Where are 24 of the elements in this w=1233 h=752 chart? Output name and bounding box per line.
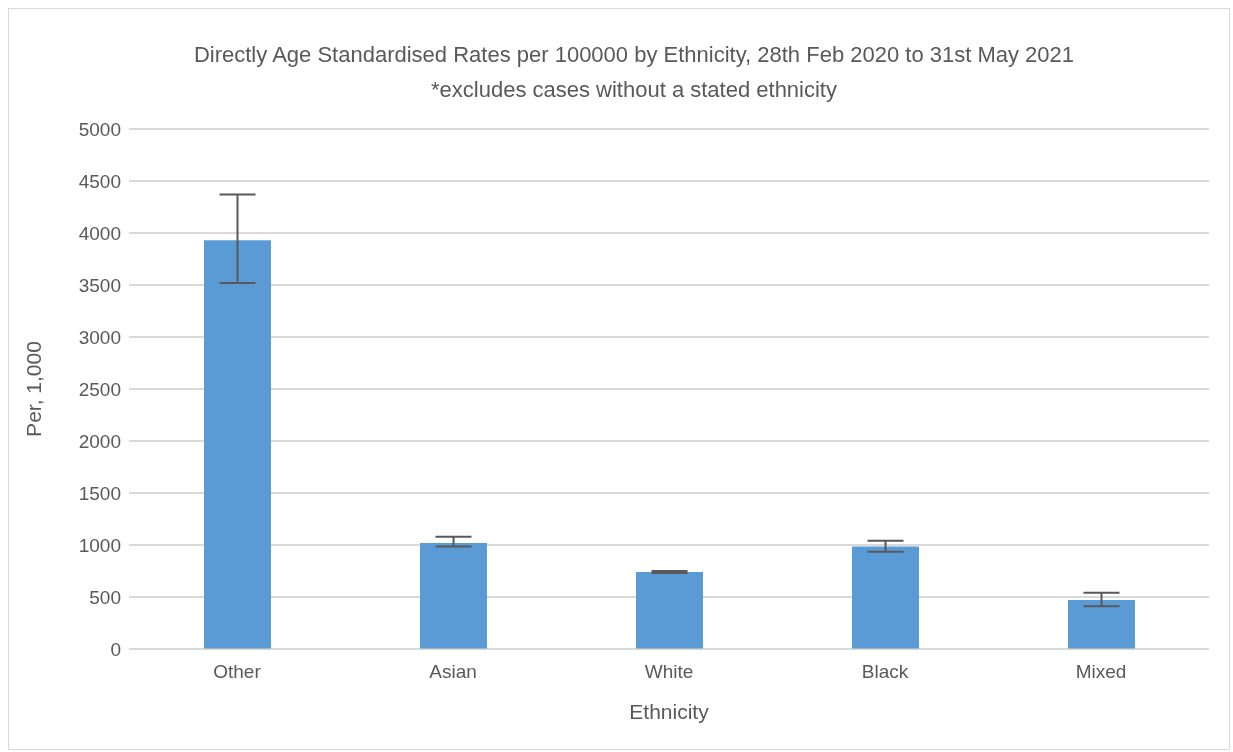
bar — [204, 240, 271, 649]
x-tick-label: Other — [213, 661, 262, 683]
x-tick-label: White — [644, 661, 694, 683]
y-tick-label: 3000 — [78, 326, 121, 348]
y-tick-label: 500 — [89, 586, 121, 608]
y-tick-label: 3500 — [78, 274, 121, 296]
x-tick-label: Mixed — [1075, 661, 1127, 683]
bar — [420, 542, 487, 649]
bar — [636, 572, 703, 649]
bar — [1068, 600, 1135, 649]
bar — [852, 546, 919, 649]
x-tick-label: Asian — [429, 661, 477, 683]
x-axis-title: Ethnicity — [629, 700, 710, 723]
y-tick-label: 2000 — [78, 430, 121, 452]
y-tick-label: 0 — [110, 638, 121, 660]
y-axis-title: Per, 1,000 — [22, 341, 46, 437]
x-tick-label: Black — [861, 661, 909, 683]
y-tick-label: 4000 — [78, 222, 121, 244]
y-tick-label: 2500 — [78, 378, 121, 400]
y-tick-label: 1000 — [78, 534, 121, 556]
chart-title: Directly Age Standardised Rates per 100000 by Ethnicity, 28th Feb 2020 to 31st May 2021 *excludes cases without a stated ethnicity — [192, 41, 1076, 105]
y-tick-label: 4500 — [78, 170, 121, 192]
y-tick-label: 5000 — [78, 118, 121, 140]
y-tick-label: 1500 — [78, 482, 121, 504]
